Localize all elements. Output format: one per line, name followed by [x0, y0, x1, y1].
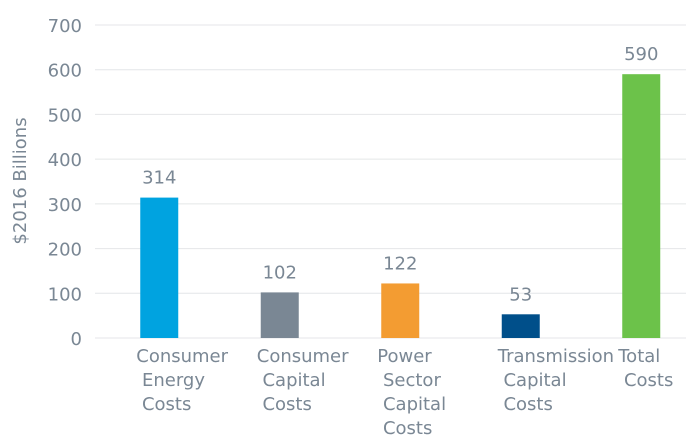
data-label: 122: [383, 253, 417, 274]
y-tick-label: 700: [48, 16, 82, 37]
bar: [501, 314, 540, 338]
bar: [622, 74, 661, 338]
bar: [260, 292, 299, 338]
y-tick-label: 300: [48, 195, 82, 216]
y-tick-label: 100: [48, 284, 82, 305]
data-label: 53: [509, 284, 532, 305]
y-tick-label: 500: [48, 105, 82, 126]
x-tick-label: Total Costs: [617, 346, 673, 391]
y-tick-label: 200: [48, 240, 82, 261]
x-tick-label: Consumer Capital Costs: [257, 346, 349, 415]
data-label: 590: [624, 44, 658, 65]
bar: [140, 197, 179, 338]
x-tick-label: Consumer Energy Costs: [136, 346, 228, 415]
data-label: 102: [263, 262, 297, 283]
data-label: 314: [142, 168, 176, 189]
x-tick-label: Power Sector Capital Costs: [377, 346, 446, 435]
x-tick-label: Transmission Capital Costs: [497, 346, 614, 415]
bar: [381, 283, 420, 338]
y-tick-label: 400: [48, 150, 82, 171]
y-tick-label: 600: [48, 61, 82, 82]
y-axis-label: $2016 Billions: [10, 117, 31, 244]
y-tick-label: 0: [71, 329, 82, 350]
